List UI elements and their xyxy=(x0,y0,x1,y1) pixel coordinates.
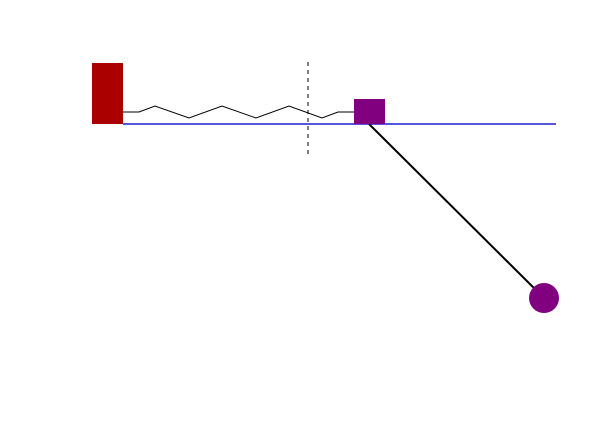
pendulum-bob xyxy=(529,283,559,313)
pendulum-rod xyxy=(368,123,545,299)
cart xyxy=(354,99,385,124)
spring xyxy=(123,105,354,119)
wall-block xyxy=(92,63,123,124)
